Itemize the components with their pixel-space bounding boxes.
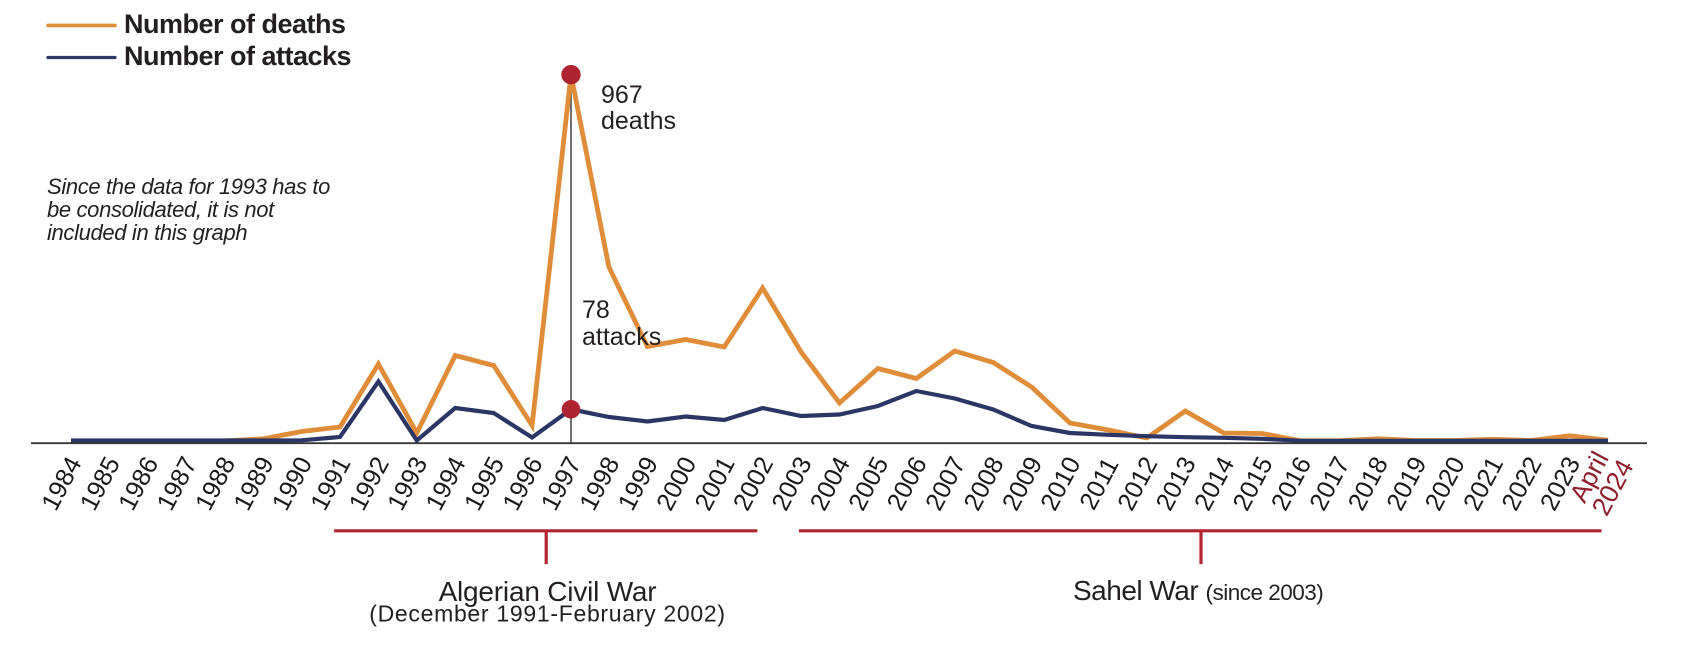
svg-text:Number of deaths: Number of deaths (124, 9, 346, 39)
svg-text:Since the data for 1993 has to: Since the data for 1993 has to (47, 174, 330, 199)
svg-text:78: 78 (582, 296, 610, 324)
svg-text:attacks: attacks (582, 323, 661, 351)
svg-text:967: 967 (601, 81, 643, 109)
svg-text:included in this graph: included in this graph (47, 220, 247, 245)
svg-text:deaths: deaths (601, 107, 676, 135)
svg-text:Algerian Civil War: Algerian Civil War (439, 576, 657, 607)
svg-text:be consolidated, it is not: be consolidated, it is not (47, 197, 275, 222)
svg-text:(December 1991-February 2002): (December 1991-February 2002) (369, 600, 726, 626)
svg-text:Number of attacks: Number of attacks (124, 41, 351, 71)
svg-text:Sahel War (since 2003): Sahel War (since 2003) (1073, 575, 1323, 606)
